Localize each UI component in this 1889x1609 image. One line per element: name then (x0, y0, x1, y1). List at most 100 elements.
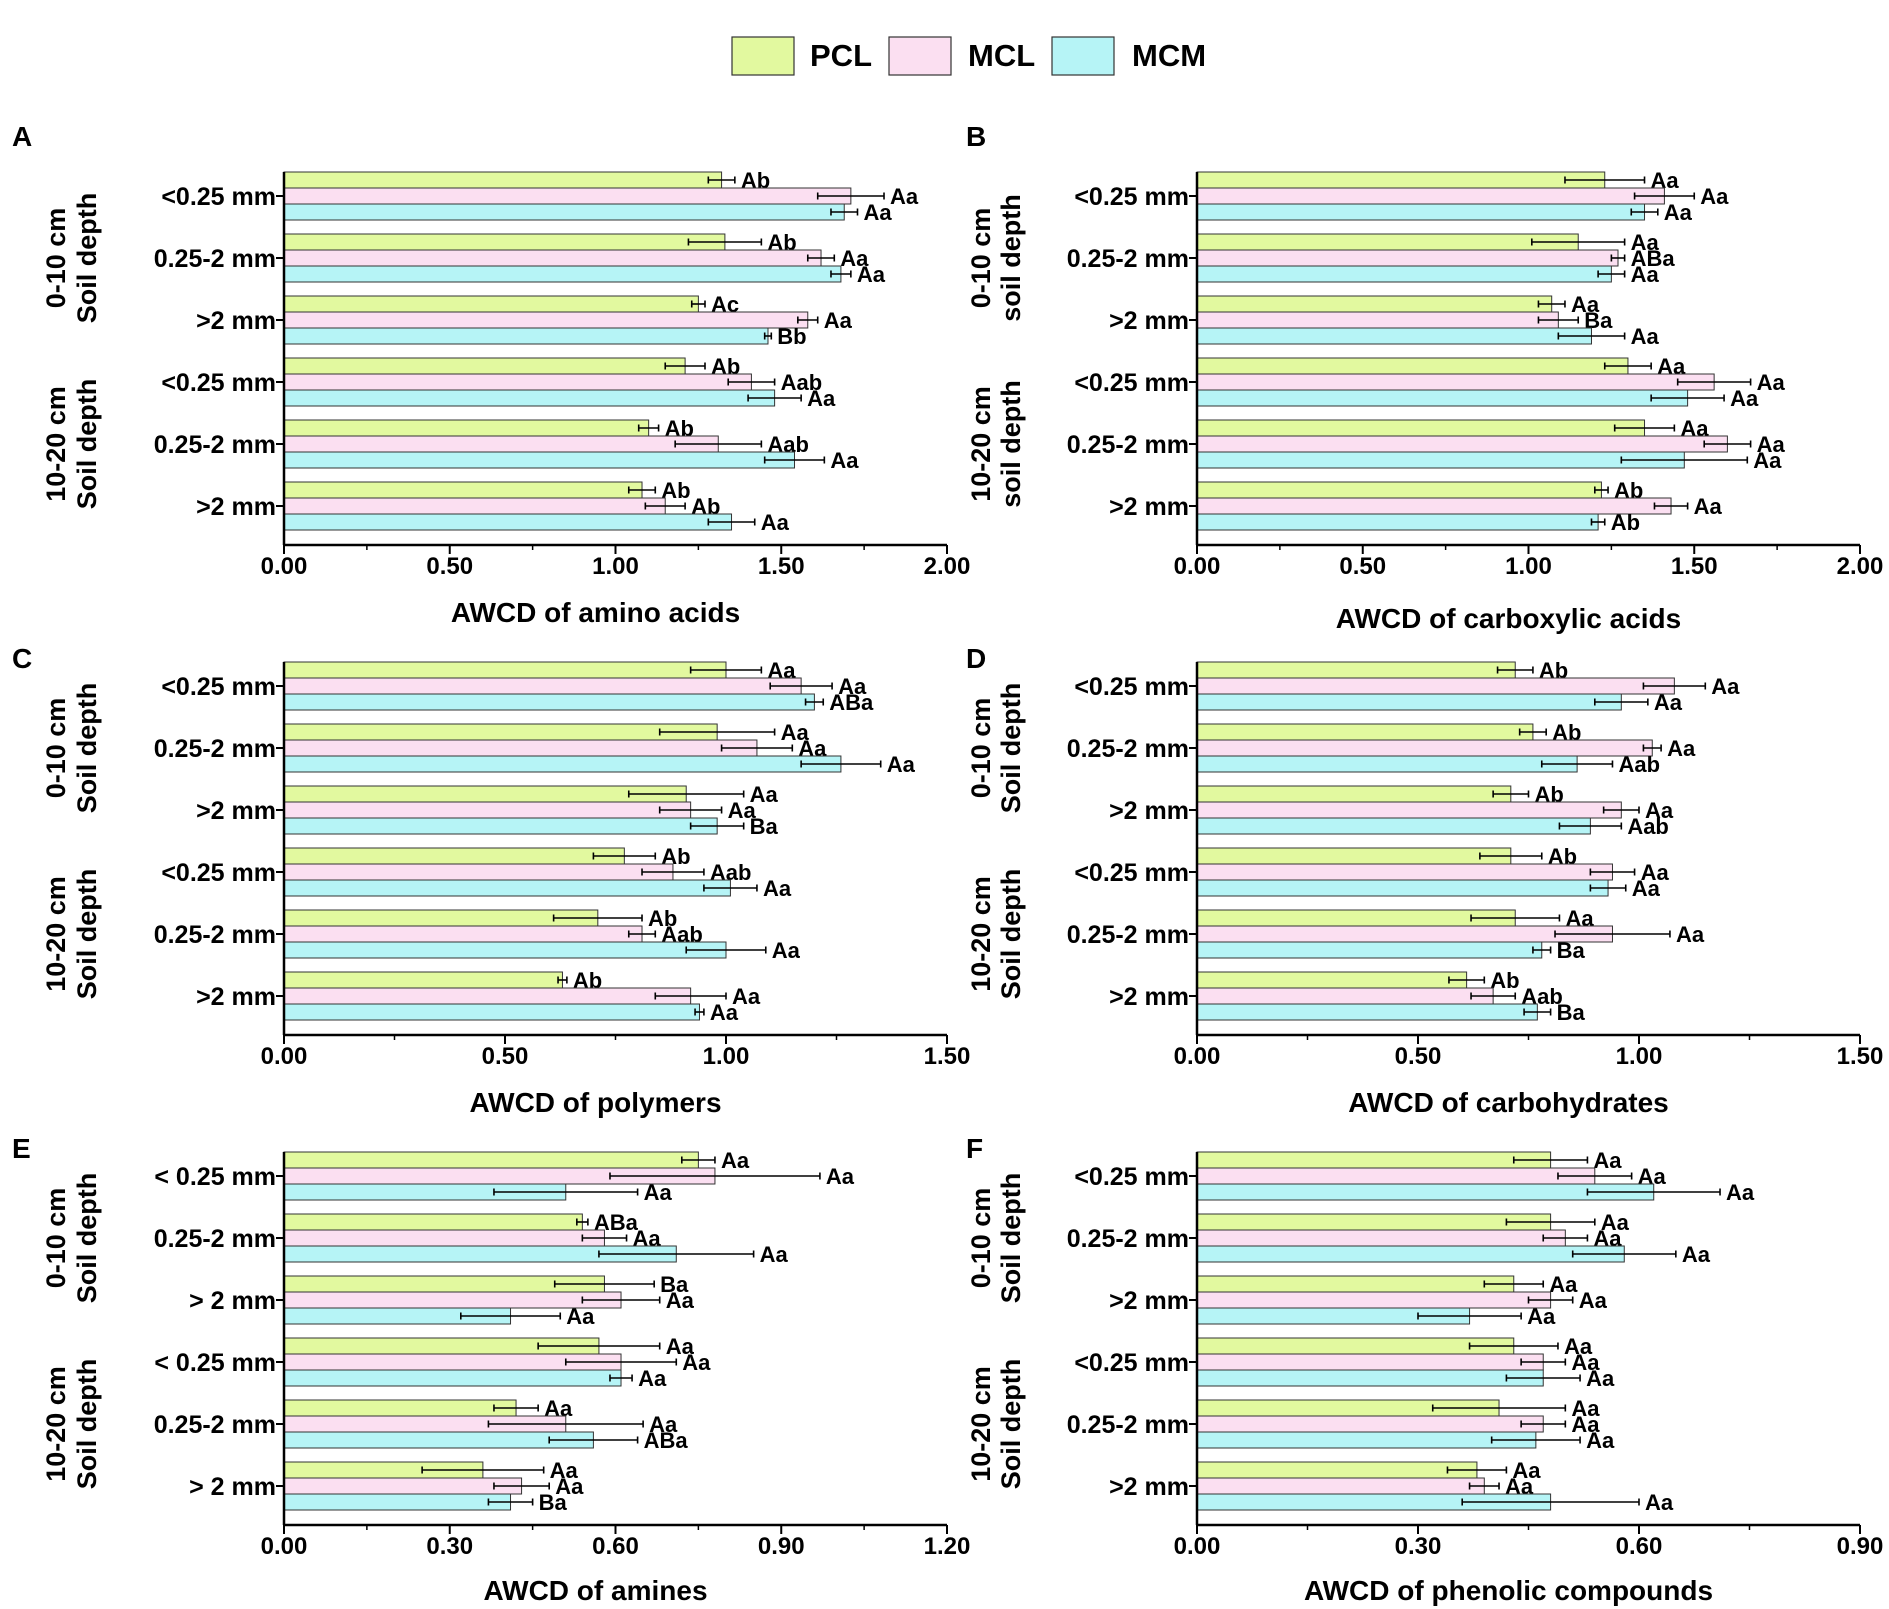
bar-mcl (283, 1477, 523, 1495)
x-axis-label: AWCD of polymers (469, 1087, 721, 1118)
bar-mcm (1196, 693, 1622, 711)
x-tick-label: 0.50 (1339, 553, 1386, 580)
bar-pcl (283, 785, 687, 803)
significance-label: Aa (649, 1412, 678, 1437)
category-label: 0.25-2 mm (154, 431, 276, 459)
significance-label: Aa (857, 262, 886, 287)
bar-mcl (1196, 311, 1559, 329)
legend-label-mcm: MCM (1132, 38, 1206, 73)
panel-letter: C (12, 643, 32, 674)
category-label: 0.25-2 mm (1067, 735, 1189, 763)
x-tick-label: 1.50 (1671, 553, 1718, 580)
bar-mcl (283, 925, 643, 943)
category-label: 0.25-2 mm (154, 245, 276, 273)
bar-mcm (283, 1431, 594, 1449)
bar-pcl (283, 1399, 517, 1417)
category-label: 0.25-2 mm (1067, 431, 1189, 459)
category-label: >2 mm (196, 983, 276, 1011)
bar-mcl (1196, 677, 1675, 695)
significance-label: Ab (1490, 968, 1519, 993)
x-tick-label: 0.00 (1174, 1043, 1221, 1070)
bar-pcl (1196, 1461, 1478, 1479)
bar-mcl (283, 311, 809, 329)
significance-label: Aa (1571, 1350, 1600, 1375)
significance-label: Ab (661, 478, 690, 503)
category-label: 0.25-2 mm (154, 1411, 276, 1439)
bar-pcl (1196, 847, 1512, 865)
bar-mcl (1196, 739, 1653, 757)
x-axis-label: AWCD of carboxylic acids (1336, 603, 1681, 634)
significance-label: Ba (539, 1490, 568, 1515)
bar-mcl (283, 801, 692, 819)
group-label-title: Soil depth (996, 1173, 1026, 1304)
bar-mcm (283, 755, 842, 773)
category-label: >2 mm (196, 797, 276, 825)
significance-label: ABa (829, 690, 874, 715)
significance-label: Aa (824, 308, 853, 333)
x-tick-label: 0.30 (1395, 1533, 1442, 1560)
significance-label: Aa (728, 798, 757, 823)
legend-swatch-mcm (1051, 36, 1115, 76)
group-label-depth: 0-10 cm (966, 1188, 996, 1289)
group-label-title: Soil depth (72, 1359, 102, 1490)
significance-label: Ba (750, 814, 779, 839)
legend-label-pcl: PCL (810, 38, 872, 73)
category-label: <0.25 mm (161, 369, 276, 397)
significance-label: Aa (863, 200, 892, 225)
category-label: 0.25-2 mm (154, 735, 276, 763)
group-label-title: Soil depth (72, 1173, 102, 1304)
category-label: >2 mm (1109, 493, 1189, 521)
category-label: <0.25 mm (1074, 1163, 1189, 1191)
significance-label: Aa (761, 510, 790, 535)
group-label-depth: 0-10 cm (41, 1188, 71, 1289)
bar-pcl (283, 481, 643, 499)
significance-label: Aa (710, 1000, 739, 1025)
significance-label: Aab (1627, 814, 1669, 839)
bar-mcl (1196, 987, 1494, 1005)
bar-mcm (1196, 389, 1689, 407)
significance-label: Ba (1557, 938, 1586, 963)
bar-mcm (1196, 265, 1612, 283)
category-label: >2 mm (196, 307, 276, 335)
x-tick-label: 1.00 (703, 1043, 750, 1070)
category-label: < 0.25 mm (154, 1163, 276, 1191)
group-label-title: Soil depth (72, 379, 102, 510)
significance-label: ABa (644, 1428, 689, 1453)
group-label-depth: 10-20 cm (41, 876, 71, 992)
significance-label: Aa (1700, 184, 1729, 209)
group-label-depth: 0-10 cm (41, 698, 71, 799)
group-label-depth: 0-10 cm (966, 698, 996, 799)
bar-mcm (283, 1369, 622, 1387)
significance-label: Aa (1631, 230, 1660, 255)
x-tick-label: 0.30 (426, 1533, 473, 1560)
bar-pcl (1196, 481, 1602, 499)
bar-pcl (1196, 171, 1606, 189)
bar-mcl (1196, 373, 1715, 391)
bar-mcl (283, 249, 822, 267)
bar-pcl (283, 661, 727, 679)
significance-label: Aa (638, 1366, 667, 1391)
category-label: 0.25-2 mm (1067, 1411, 1189, 1439)
bar-pcl (1196, 971, 1468, 989)
bar-pcl (1196, 661, 1516, 679)
category-label: < 0.25 mm (154, 1349, 276, 1377)
significance-label: Aa (1694, 494, 1723, 519)
group-label-title: Soil depth (72, 869, 102, 1000)
category-label: >2 mm (1109, 1473, 1189, 1501)
significance-label: Aa (838, 674, 867, 699)
bar-mcm (1196, 1431, 1537, 1449)
category-label: > 2 mm (189, 1287, 276, 1315)
bar-mcm (1196, 513, 1599, 531)
x-tick-label: 0.00 (261, 1533, 308, 1560)
bar-mcm (1196, 817, 1591, 835)
significance-label: Ab (648, 906, 677, 931)
bar-mcl (1196, 1167, 1596, 1185)
bar-mcm (1196, 1003, 1538, 1021)
bar-pcl (283, 971, 563, 989)
category-label: <0.25 mm (1074, 183, 1189, 211)
significance-label: Aa (550, 1458, 579, 1483)
legend-swatch-pcl (731, 36, 795, 76)
significance-label: Aa (1571, 1412, 1600, 1437)
